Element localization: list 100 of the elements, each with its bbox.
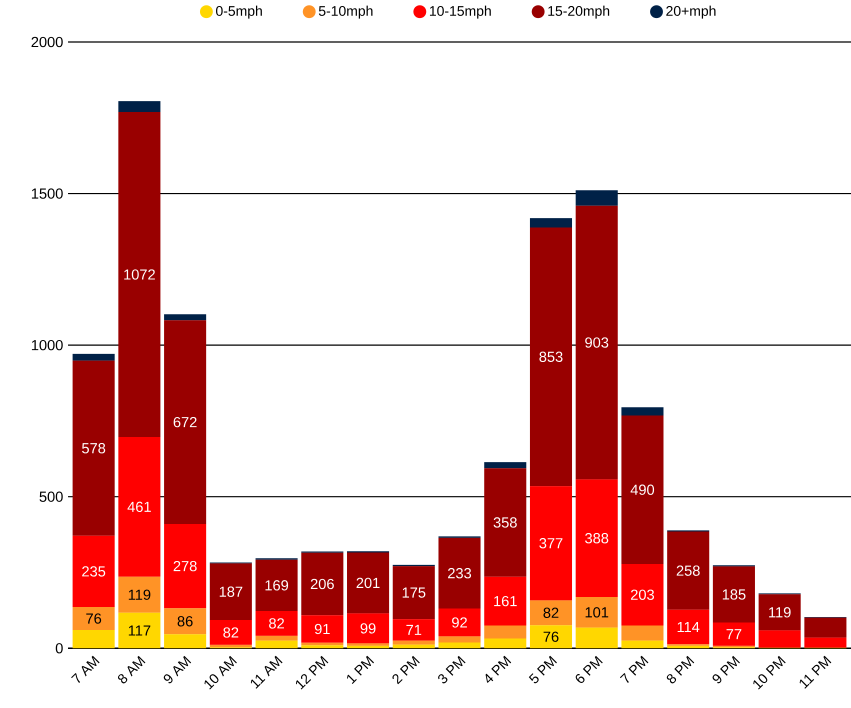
data-label: 903: [585, 337, 608, 348]
bar: [484, 638, 526, 648]
bar: [576, 596, 618, 628]
data-label: 169: [265, 580, 288, 590]
x-tick-label: 11 AM: [250, 656, 283, 689]
x-tick-label: 10 AM: [204, 656, 237, 690]
y-tick-label: 1000: [32, 340, 63, 350]
bar: [392, 644, 435, 648]
bar: [438, 538, 481, 608]
bar: [667, 610, 710, 644]
data-label: 206: [310, 578, 334, 590]
bar: [804, 618, 846, 638]
bar: [256, 636, 298, 641]
bar: [438, 608, 481, 636]
x-tick-label: 2 PM: [392, 656, 420, 684]
x-tick-label: 7 PM: [620, 656, 648, 683]
x-tick-label: 7 AM: [71, 656, 100, 683]
bar: [72, 606, 115, 630]
x-tick-label: 9 PM: [712, 656, 740, 684]
bar: [256, 640, 298, 648]
data-label: 187: [220, 586, 242, 597]
data-label: 114: [678, 622, 700, 632]
bar: [392, 619, 435, 641]
data-label: 82: [223, 627, 238, 638]
x-tick-label: 10 PM: [753, 656, 786, 690]
bar: [164, 634, 206, 648]
x-tick-label: 8 AM: [118, 656, 146, 684]
x-tick-label: 1 PM: [347, 656, 374, 684]
data-label: 578: [82, 442, 106, 454]
bar: [621, 625, 664, 641]
bar: [621, 640, 664, 648]
bar: [484, 468, 526, 577]
bar: [164, 314, 206, 320]
data-label: 71: [406, 624, 422, 635]
data-label: 82: [269, 618, 284, 628]
bar: [347, 613, 390, 644]
bar: [484, 576, 526, 626]
data-label: 233: [448, 568, 472, 578]
y-tick-label: 0: [56, 642, 63, 654]
bar: [758, 630, 801, 648]
bar: [484, 625, 526, 638]
x-tick-label: 4 PM: [486, 656, 512, 683]
data-label: 461: [128, 502, 151, 512]
data-label: 119: [769, 607, 791, 618]
legend-label: 10-15mph: [430, 6, 491, 19]
bar: [301, 552, 344, 616]
bar: [118, 112, 160, 437]
bar: [72, 630, 115, 648]
y-tick-label: 2000: [32, 36, 63, 48]
bar: [164, 320, 206, 524]
bar: [576, 190, 618, 206]
x-tick-label: 9 AM: [164, 656, 192, 684]
data-label: 119: [128, 589, 150, 600]
bar: [392, 566, 435, 620]
bar: [210, 563, 252, 620]
data-label: 82: [543, 607, 558, 618]
data-label: 258: [676, 565, 700, 576]
data-label: 853: [539, 352, 563, 362]
bar: [530, 600, 572, 626]
data-label: 101: [586, 607, 608, 618]
data-label: 490: [630, 484, 654, 495]
bar: [301, 645, 344, 648]
legend-label: 0-5mph: [216, 6, 262, 19]
data-label: 1072: [124, 269, 155, 280]
data-label: 76: [86, 613, 102, 624]
bar: [621, 415, 664, 564]
data-label: 91: [314, 624, 330, 634]
bar: [667, 531, 710, 610]
data-label: 203: [630, 589, 654, 600]
data-label: 185: [722, 589, 746, 600]
bar: [530, 218, 572, 228]
x-tick-label: 11 PM: [800, 656, 832, 689]
bar: [118, 100, 160, 112]
bar: [621, 564, 664, 626]
bar: [712, 566, 755, 622]
bar: [301, 615, 344, 643]
bar: [256, 560, 298, 611]
bar: [118, 612, 160, 648]
data-label: 117: [128, 625, 150, 636]
bar: [576, 206, 618, 480]
data-label: 99: [360, 623, 376, 634]
bar: [118, 436, 160, 577]
y-tick-label: 1500: [32, 188, 63, 199]
data-label: 388: [585, 532, 608, 544]
data-label: 377: [539, 538, 562, 548]
bar: [530, 486, 572, 600]
bar: [72, 536, 115, 607]
legend-label: 5-10mph: [318, 6, 372, 19]
bar: [438, 642, 481, 648]
data-label: 201: [356, 578, 380, 588]
data-label: 92: [452, 617, 467, 628]
bar: [347, 552, 390, 614]
bar: [392, 640, 435, 644]
x-tick-label: 3 PM: [438, 656, 466, 684]
bar: [530, 625, 572, 648]
x-tick-label: 5 PM: [528, 656, 557, 684]
y-tick-label: 500: [40, 491, 63, 502]
data-label: 235: [82, 566, 106, 576]
bar: [210, 644, 252, 648]
data-label: 77: [726, 629, 742, 640]
